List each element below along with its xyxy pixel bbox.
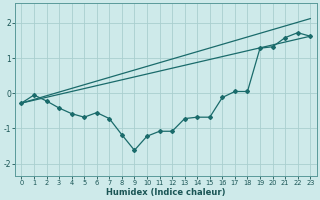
X-axis label: Humidex (Indice chaleur): Humidex (Indice chaleur) <box>106 188 226 197</box>
